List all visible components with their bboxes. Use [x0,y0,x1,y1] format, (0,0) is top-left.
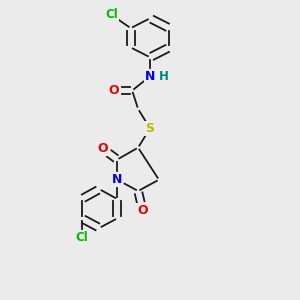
Text: N: N [145,70,155,83]
Text: Cl: Cl [75,231,88,244]
Text: O: O [108,84,119,97]
Text: Cl: Cl [105,8,118,21]
Text: H: H [159,70,169,83]
Text: O: O [97,142,108,155]
Text: O: O [137,203,148,217]
Text: S: S [146,122,154,135]
Text: N: N [112,173,122,186]
